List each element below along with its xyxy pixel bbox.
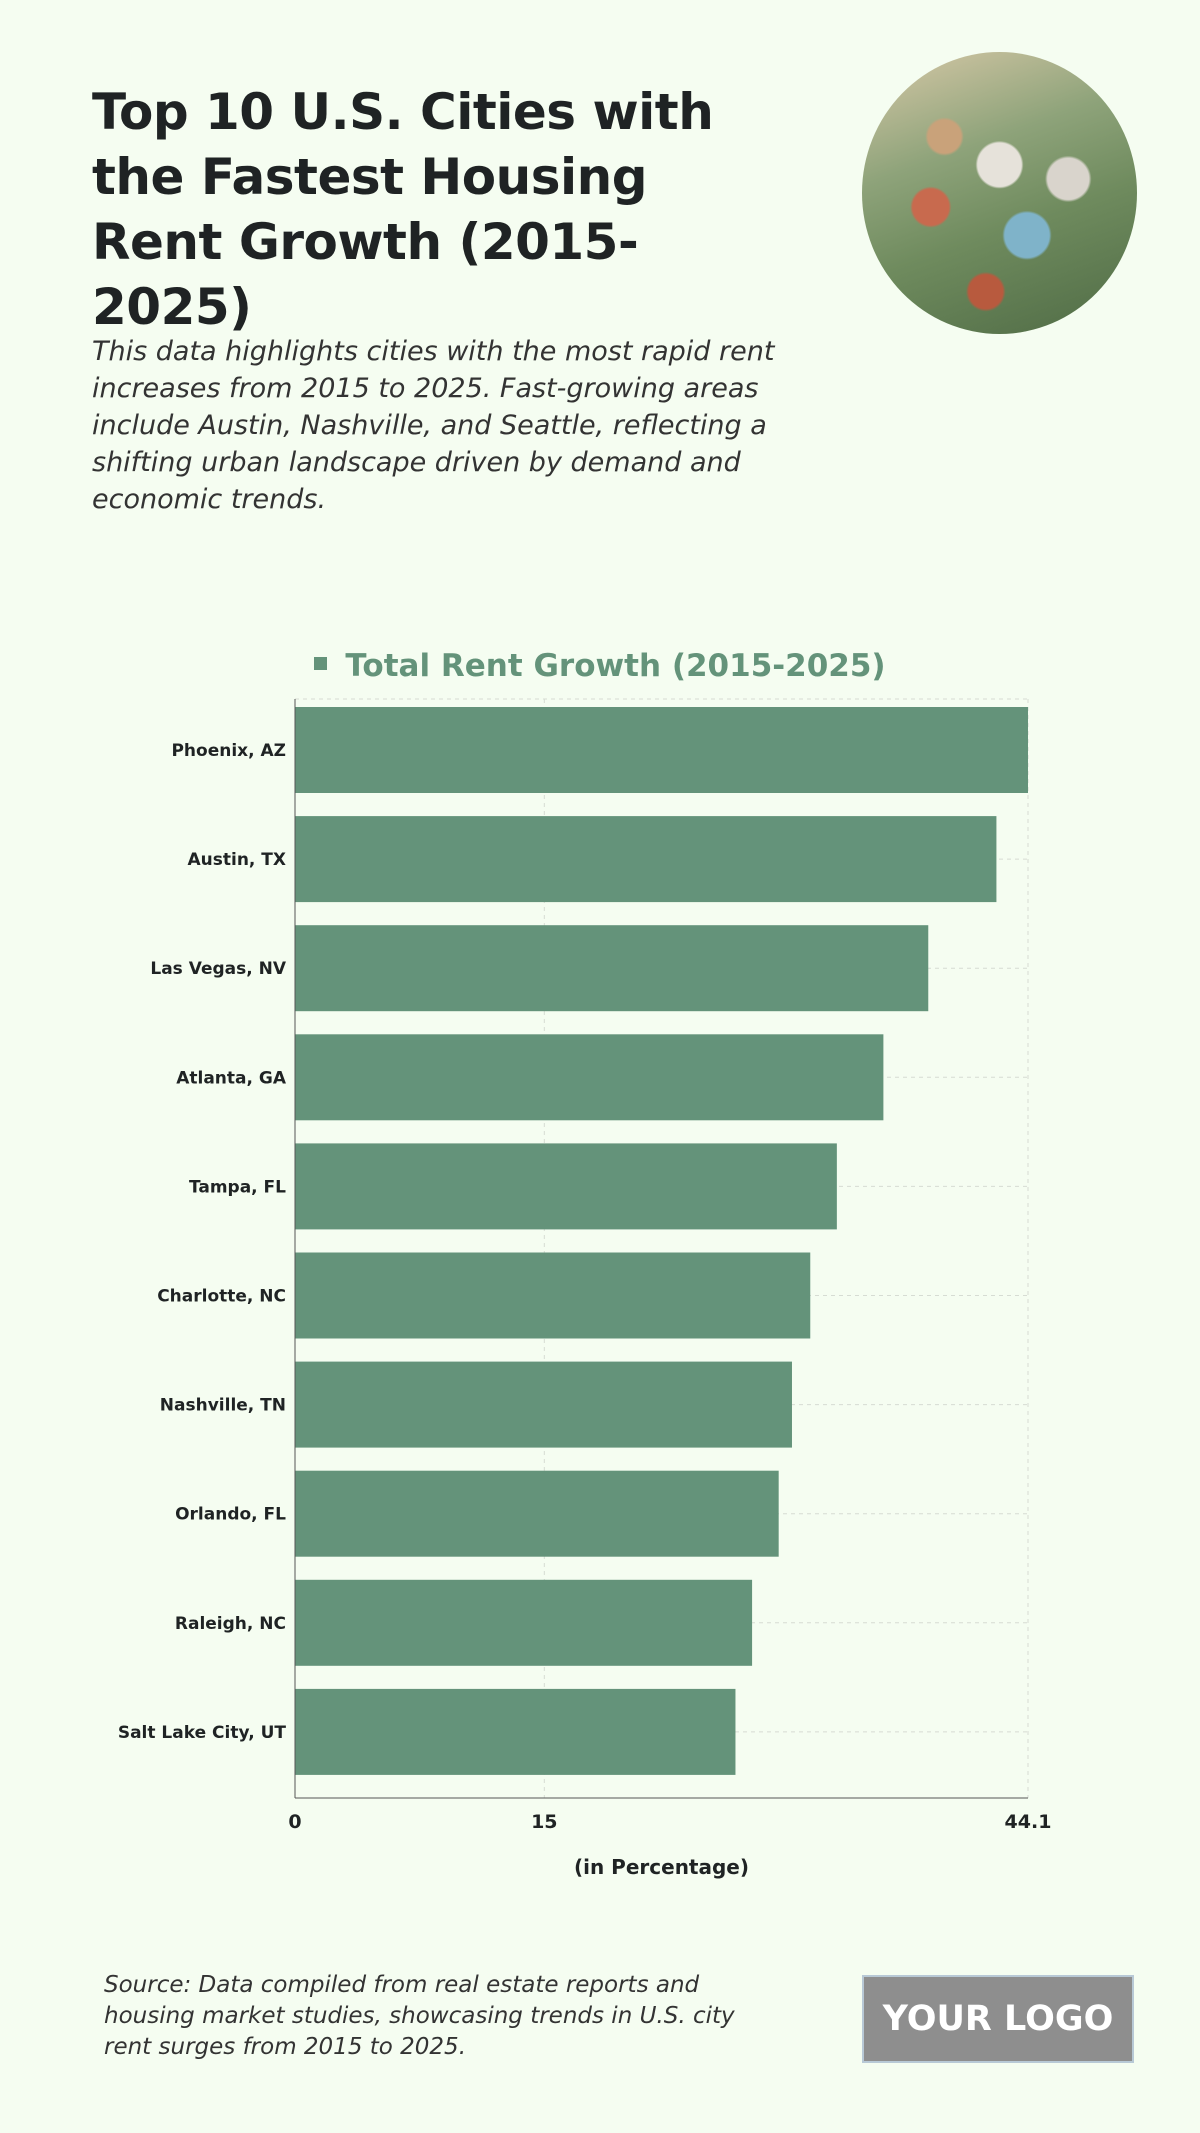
category-label: Salt Lake City, UT <box>118 1723 287 1743</box>
category-label: Atlanta, GA <box>176 1068 287 1088</box>
bar-nashville-tn <box>295 1361 792 1448</box>
logo-placeholder: YOUR LOGO <box>862 1975 1134 2063</box>
category-label: Tampa, FL <box>189 1177 286 1197</box>
x-axis-label: (in Percentage) <box>573 1855 750 1879</box>
bar-charlotte-nc <box>295 1252 811 1339</box>
category-label: Raleigh, NC <box>175 1614 286 1634</box>
category-label: Nashville, TN <box>160 1396 286 1416</box>
category-label: Austin, TX <box>187 850 286 870</box>
city-aerial-photo <box>862 52 1137 334</box>
bar-austin-tx <box>295 816 997 903</box>
bar-raleigh-nc <box>295 1579 753 1666</box>
legend-label: Total Rent Growth (2015-2025) <box>345 648 886 684</box>
bar-atlanta-ga <box>295 1034 884 1121</box>
category-label: Phoenix, AZ <box>171 741 286 761</box>
source-note: Source: Data compiled from real estate r… <box>104 1972 735 2060</box>
category-label: Orlando, FL <box>175 1505 286 1525</box>
description: This data highlights cities with the mos… <box>92 336 775 515</box>
bar-las-vegas-nv <box>295 925 929 1012</box>
x-tick-label: 15 <box>531 1811 557 1833</box>
bar-phoenix-az <box>295 707 1028 793</box>
bar-orlando-fl <box>295 1470 779 1557</box>
chart-legend: Total Rent Growth (2015-2025) <box>0 648 1200 684</box>
x-tick-label: 44.1 <box>1005 1811 1052 1833</box>
legend-swatch <box>314 657 328 670</box>
x-tick-label: 0 <box>288 1811 301 1833</box>
bar-chart: Phoenix, AZ Austin, TX Las Vegas, NV Atlant… <box>118 698 1052 1833</box>
bar-tampa-fl <box>295 1143 837 1230</box>
category-label: Charlotte, NC <box>157 1287 286 1307</box>
category-label: Las Vegas, NV <box>150 959 286 979</box>
bar-salt-lake-city-ut <box>295 1688 736 1775</box>
page-title: Top 10 U.S. Cities with the Fastest Hous… <box>92 83 714 336</box>
